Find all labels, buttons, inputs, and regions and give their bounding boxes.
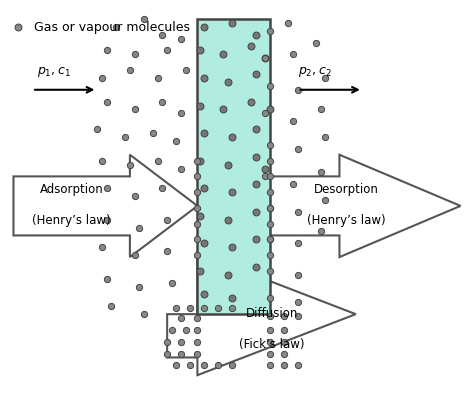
Text: Gas or vapour molecules: Gas or vapour molecules: [35, 21, 191, 34]
Text: $p_2, c_2$: $p_2, c_2$: [298, 65, 331, 79]
Text: (Henry’s law): (Henry’s law): [307, 214, 386, 227]
Polygon shape: [13, 155, 197, 257]
Text: Desorption: Desorption: [314, 182, 379, 195]
Text: (Fick’s law): (Fick’s law): [239, 337, 305, 350]
Text: $p_1, c_1$: $p_1, c_1$: [37, 65, 71, 79]
Text: Diffusion: Diffusion: [246, 306, 298, 319]
FancyBboxPatch shape: [197, 20, 270, 314]
Polygon shape: [167, 253, 356, 375]
Text: (Henry’s law): (Henry’s law): [32, 214, 111, 227]
Text: Adsorption: Adsorption: [40, 182, 103, 195]
Polygon shape: [270, 155, 461, 257]
